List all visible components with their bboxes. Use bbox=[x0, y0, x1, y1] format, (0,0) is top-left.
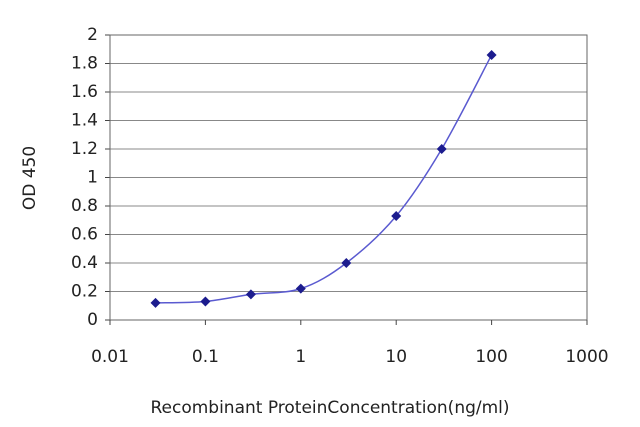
x-tick-label: 100 bbox=[475, 347, 507, 367]
y-tick-label: 1.2 bbox=[71, 139, 98, 159]
data-point bbox=[245, 289, 256, 300]
y-tick-label: 0.8 bbox=[71, 196, 98, 216]
data-point bbox=[295, 283, 306, 294]
plot-frame bbox=[109, 34, 588, 321]
y-tick-label: 0.6 bbox=[71, 225, 98, 245]
x-tick-label: 0.01 bbox=[91, 347, 129, 367]
x-tick-label: 0.1 bbox=[192, 347, 219, 367]
y-tick-label: 1.8 bbox=[71, 54, 98, 74]
y-tick-label: 0.2 bbox=[71, 282, 98, 302]
x-tick-label: 1 bbox=[295, 347, 306, 367]
data-point bbox=[391, 210, 402, 221]
data-point bbox=[486, 49, 497, 60]
y-tick-label: 1.6 bbox=[71, 82, 98, 102]
y-tick-label: 0.4 bbox=[71, 253, 98, 273]
data-point bbox=[150, 297, 161, 308]
x-axis-label: Recombinant ProteinConcentration(ng/ml) bbox=[150, 398, 509, 418]
y-tick-label: 1.4 bbox=[71, 111, 98, 131]
y-tick-label: 0 bbox=[87, 310, 98, 330]
data-point bbox=[200, 296, 211, 307]
y-axis-label: OD 450 bbox=[20, 146, 40, 210]
y-tick-label: 2 bbox=[87, 25, 98, 45]
x-tick-label: 10 bbox=[385, 347, 407, 367]
data-point bbox=[436, 144, 447, 154]
x-tick-label: 1000 bbox=[565, 347, 608, 367]
y-tick-label: 1 bbox=[87, 168, 98, 188]
data-point bbox=[341, 258, 352, 268]
